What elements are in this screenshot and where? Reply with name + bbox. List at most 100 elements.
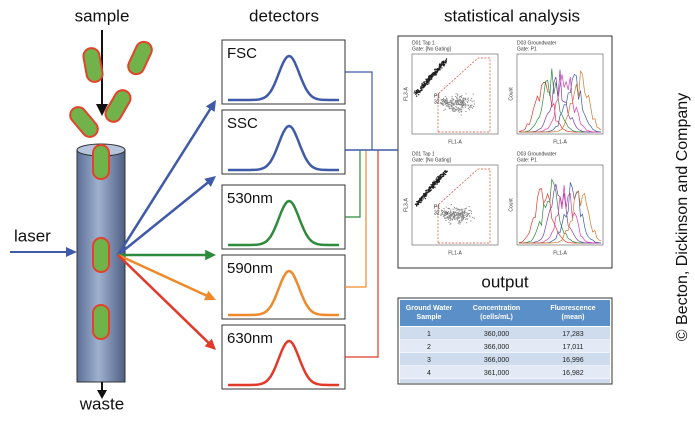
dot: [461, 101, 463, 103]
dot: [451, 99, 453, 101]
dot: [470, 97, 473, 100]
dot: [473, 217, 475, 219]
dot: [462, 211, 465, 213]
dot: [421, 84, 424, 86]
dot: [465, 93, 467, 95]
dot: [434, 182, 436, 184]
dot: [423, 196, 425, 198]
dot: [462, 214, 464, 217]
dot: [462, 102, 464, 105]
dot: [453, 107, 455, 109]
dot: [465, 218, 467, 220]
dot: [472, 216, 474, 218]
dot: [439, 67, 441, 70]
dot: [452, 101, 454, 103]
dot: [468, 209, 470, 212]
dot: [450, 217, 452, 219]
cell: [104, 89, 132, 123]
dot: [445, 217, 447, 219]
dot: [473, 100, 475, 102]
arrow-head: [204, 290, 216, 301]
dot: [448, 221, 450, 223]
dot: [427, 78, 429, 81]
dot: [447, 102, 449, 104]
cell: [82, 47, 104, 83]
dot: [455, 213, 458, 215]
dot: [462, 100, 464, 102]
dot: [436, 69, 439, 72]
dot: [415, 89, 418, 92]
dot: [459, 96, 461, 98]
detector-name: FSC: [227, 45, 257, 62]
dot: [422, 86, 425, 89]
dot: [471, 100, 473, 103]
dot: [455, 109, 458, 111]
dot: [463, 212, 465, 214]
dot: [444, 216, 446, 218]
dot: [462, 107, 464, 109]
detector-name: 530nm: [227, 190, 273, 207]
x-axis-label: FL1-A: [448, 139, 462, 145]
dot: [442, 215, 444, 217]
dot: [459, 109, 462, 111]
panel-gate: Gate: P1: [517, 46, 537, 52]
dot: [443, 208, 445, 210]
dot: [452, 211, 455, 213]
dot: [470, 105, 472, 107]
dot: [425, 190, 428, 192]
dot: [457, 99, 459, 102]
dot: [448, 215, 450, 217]
gate-label: P1: [434, 93, 440, 99]
table-cell: 2: [427, 344, 431, 351]
dot: [464, 216, 466, 219]
dot: [460, 212, 462, 214]
dot: [462, 208, 464, 210]
dot: [451, 219, 453, 221]
dot: [443, 170, 446, 173]
dot: [464, 214, 466, 216]
dot: [417, 201, 420, 204]
dot: [441, 61, 443, 64]
dot: [457, 109, 460, 112]
credit: © Becton, Dickinson and Company: [674, 93, 691, 341]
detector-box: [221, 254, 346, 320]
dot: [456, 209, 458, 211]
table-header-text: Sample: [417, 314, 442, 321]
dot: [454, 216, 456, 218]
dot: [449, 223, 451, 225]
dot: [447, 217, 449, 219]
dot: [436, 177, 438, 179]
dot: [415, 91, 417, 94]
dot: [466, 98, 468, 100]
dot: [444, 95, 446, 98]
dot: [435, 181, 438, 183]
dot: [448, 101, 450, 104]
dot: [441, 67, 443, 69]
dot: [443, 109, 445, 111]
dot: [470, 99, 472, 101]
dot: [448, 208, 451, 210]
table-cell: 16,996: [562, 357, 584, 364]
dot: [439, 102, 442, 104]
dot: [458, 210, 460, 212]
waste-label: waste: [79, 394, 124, 413]
dot: [461, 219, 463, 221]
table-cell: 366,000: [484, 357, 509, 364]
cell: [92, 304, 110, 340]
detector-box: [221, 324, 346, 390]
dot: [452, 109, 454, 111]
dot: [452, 208, 454, 210]
cell: [69, 106, 99, 138]
y-axis-label: Count: [508, 87, 514, 101]
table-header-text: Fluorescence: [550, 305, 595, 312]
dot: [463, 97, 465, 99]
dot: [451, 101, 453, 103]
dot: [456, 108, 459, 110]
dot: [461, 102, 463, 105]
histogram: [519, 69, 601, 133]
dot: [461, 104, 463, 106]
dot: [462, 212, 464, 215]
dot: [455, 214, 457, 217]
histogram: [519, 70, 602, 133]
